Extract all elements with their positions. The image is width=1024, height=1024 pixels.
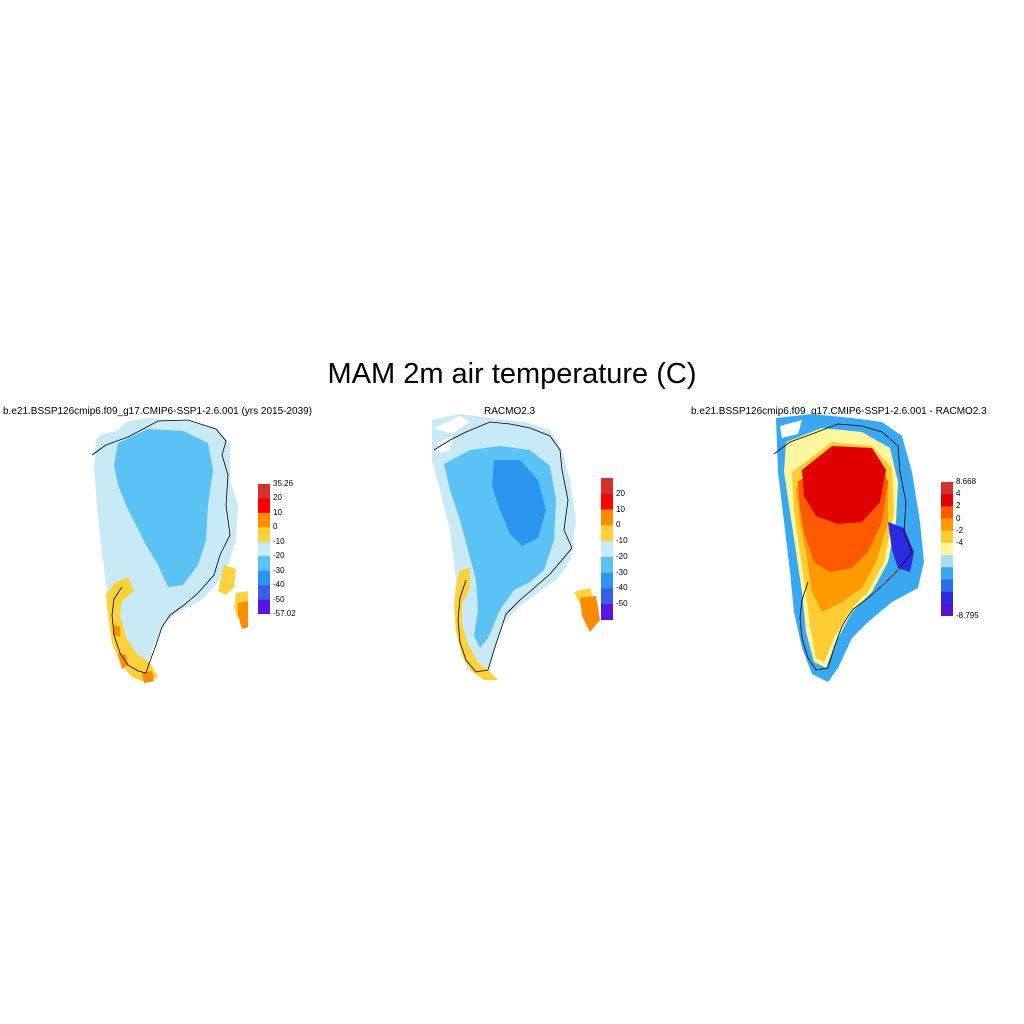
colorbar-swatch [941,506,953,519]
colorbar-swatch [601,604,613,620]
colorbar-swatch [258,585,270,600]
colorbar-swatch [258,498,270,514]
colorbar-label: 8.668 [956,477,977,486]
colorbar-swatch [601,509,613,526]
panel-3-subtitle: b.e21.BSSP126cmip6.f09_g17.CMIP6-SSP1-2.… [691,406,987,417]
greenland-ice-coldest [492,460,546,546]
panel-3-colorbar [941,482,953,616]
colorbar-swatch [601,588,613,605]
colorbar-label: 20 [616,488,625,498]
colorbar-label: -20 [616,551,628,561]
colorbar-swatch [258,541,270,557]
greenland-coastline [433,421,573,673]
colorbar-swatch [601,541,613,558]
colorbar-label: 0 [956,513,961,523]
diff-red [802,446,886,524]
figure-title: MAM 2m air temperature (C) [327,358,697,390]
colorbar-swatch [941,591,953,605]
colorbar-label: -8.795 [956,611,979,620]
colorbar-swatch [258,570,270,586]
colorbar-label: 10 [616,504,625,514]
panel-1-map [91,417,248,683]
east-island-orange [580,596,600,632]
colorbar-swatch [941,518,953,532]
colorbar-swatch [941,567,953,580]
panel-1-colorbar [258,484,270,614]
colorbar-swatch [601,493,613,510]
colorbar-swatch [941,579,953,592]
colorbar-label: -2 [956,525,964,535]
colorbar-swatch [601,525,613,542]
colorbar-label: 0 [616,520,621,530]
colorbar-label: -30 [273,565,285,575]
panel-2-subtitle: RACMO2.3 [484,406,536,417]
southwest-coast-orange [114,625,154,683]
colorbar-label: -30 [616,567,628,577]
east-coast-warm [218,565,236,595]
colorbar-swatch [601,572,613,589]
colorbar-swatch [941,530,953,544]
colorbar-label: 2 [956,501,961,511]
north-coast-white [92,417,128,435]
panel-1-subtitle: b.e21.BSSP126cmip6.f09_g17.CMIP6-SSP1-2.… [3,406,313,417]
greenland-ice-cold [114,429,213,587]
colorbar-label: -20 [273,551,285,561]
east-island-orange [238,601,248,629]
colorbar-swatch [941,494,953,507]
diff-north-white [780,420,802,438]
colorbar-label: 35.26 [273,479,294,488]
colorbar-label: 20 [273,493,282,503]
colorbar-label: 10 [273,507,282,517]
colorbar-swatch [258,512,270,528]
colorbar-label: -57.02 [273,609,296,618]
diff-east-cold [888,522,914,572]
colorbar-swatch [941,555,953,568]
colorbar-label: -40 [616,583,628,593]
greenland-coastline [773,423,913,671]
colorbar-swatch [941,603,953,616]
colorbar-swatch [601,556,613,573]
colorbar-swatch [258,556,270,571]
panel-2-colorbar [601,478,613,620]
colorbar-label: -50 [616,599,628,609]
colorbar-label: 4 [956,489,961,499]
colorbar-label: -4 [956,537,964,547]
colorbar-swatch [258,599,270,614]
colorbar-label: -10 [616,536,628,546]
colorbar-swatch [941,482,953,495]
panel-2-map [432,414,600,680]
colorbar-swatch [601,478,613,495]
colorbar-swatch [258,527,270,543]
colorbar-swatch [258,484,270,499]
greenland-coastline [91,419,231,674]
west-coast-warm [454,568,498,680]
colorbar-label: 0 [273,522,278,532]
colorbar-label: -40 [273,580,285,590]
colorbar-label: -10 [273,536,285,546]
colorbar-swatch [941,542,953,556]
panel-3-map [773,414,924,682]
colorbar-label: -50 [273,594,285,604]
